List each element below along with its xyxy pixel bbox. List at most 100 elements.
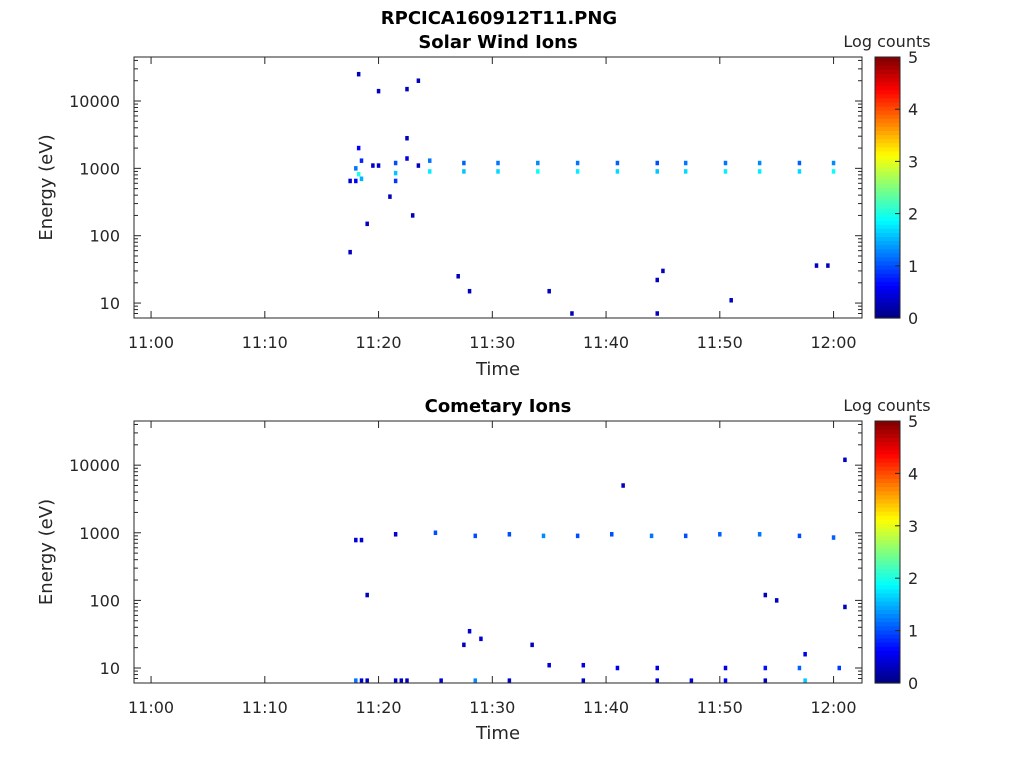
y-tick-label: 10 xyxy=(100,294,120,313)
data-cell xyxy=(541,533,546,539)
colorbar-segment xyxy=(875,613,900,619)
colorbar-frame xyxy=(874,420,901,684)
x-tick-label: 11:00 xyxy=(128,698,174,717)
y-tick-label: 100 xyxy=(89,591,120,610)
data-cell xyxy=(354,537,358,543)
colorbar-segment xyxy=(875,474,900,479)
data-cell xyxy=(393,178,398,184)
axes-frame xyxy=(133,420,863,684)
data-cell xyxy=(416,163,421,168)
colorbar-segment xyxy=(875,580,900,586)
data-cell xyxy=(359,537,364,543)
colorbar-segment xyxy=(875,187,900,193)
colorbar-segment xyxy=(875,175,900,180)
x-tick-label: 11:10 xyxy=(242,698,288,717)
data-cell xyxy=(359,158,364,163)
data-cell xyxy=(649,533,654,539)
colorbar-segment xyxy=(875,224,900,229)
data-cell xyxy=(757,532,762,537)
colorbar-segment xyxy=(875,203,900,209)
colorbar-segment xyxy=(875,429,900,434)
colorbar-segment xyxy=(875,61,900,66)
colorbar-segment xyxy=(875,260,900,266)
data-cell xyxy=(428,158,432,163)
x-tick-label: 11:40 xyxy=(583,333,629,352)
data-cell xyxy=(496,169,500,174)
colorbar-segment xyxy=(875,126,900,132)
colorbar-segment xyxy=(875,305,900,311)
colorbar-segment xyxy=(875,142,900,148)
data-cell xyxy=(763,592,768,598)
colorbar-segment xyxy=(875,93,900,99)
colorbar-segment xyxy=(875,437,900,443)
colorbar-segment xyxy=(875,650,900,655)
colorbar-segment xyxy=(875,457,900,463)
data-cell xyxy=(843,457,847,463)
colorbar-segment xyxy=(875,122,900,127)
colorbar-segment xyxy=(875,547,900,553)
colorbar-segment xyxy=(875,301,900,307)
y-axis-label: Energy (eV) xyxy=(36,134,57,240)
colorbar-segment xyxy=(875,498,900,504)
colorbar-segment xyxy=(875,421,900,426)
colorbar-segment xyxy=(875,146,900,152)
data-cell xyxy=(723,665,728,671)
data-cell xyxy=(689,678,694,683)
colorbar-segment xyxy=(875,605,900,610)
colorbar-segment xyxy=(875,232,900,238)
data-cell xyxy=(496,160,500,166)
data-cell xyxy=(439,678,443,683)
colorbar-segment xyxy=(875,195,900,201)
colorbar-segment xyxy=(875,273,900,278)
colorbar-segment xyxy=(875,77,900,83)
colorbar-segment xyxy=(875,134,900,140)
colorbar-segment xyxy=(875,502,900,508)
colorbar-segment xyxy=(875,244,900,250)
data-cell xyxy=(530,642,534,648)
data-cell xyxy=(356,71,361,77)
colorbar-tick-label: 4 xyxy=(908,100,918,119)
data-cell xyxy=(410,213,415,218)
colorbar-segment xyxy=(875,297,900,303)
data-cell xyxy=(348,178,352,184)
x-tick-label: 11:20 xyxy=(356,698,402,717)
colorbar-tick-label: 0 xyxy=(908,674,918,693)
x-tick-label: 11:00 xyxy=(128,333,174,352)
data-cell xyxy=(359,678,364,683)
data-cell xyxy=(354,178,358,184)
data-cell xyxy=(837,665,841,671)
colorbar-segment xyxy=(875,629,900,635)
colorbar-segment xyxy=(875,617,900,623)
colorbar-segment xyxy=(875,228,900,233)
colorbar-tick-label: 0 xyxy=(908,309,918,328)
colorbar-segment xyxy=(875,191,900,197)
x-tick-label: 11:30 xyxy=(469,698,515,717)
colorbar-segment xyxy=(875,609,900,614)
figure-title: RPCICA160912T11.PNG xyxy=(381,8,617,29)
data-cell xyxy=(729,298,733,303)
colorbar-segment xyxy=(875,105,900,111)
colorbar-tick-label: 2 xyxy=(908,569,918,588)
colorbar-segment xyxy=(875,642,900,647)
colorbar-segment xyxy=(875,560,900,565)
y-tick-label: 1000 xyxy=(79,524,120,543)
data-cell xyxy=(365,221,369,227)
data-cell xyxy=(547,662,551,668)
data-cell xyxy=(615,160,620,166)
colorbar-segment xyxy=(875,527,900,533)
data-cell xyxy=(376,88,381,94)
colorbar-segment xyxy=(875,154,900,160)
colorbar-segment xyxy=(875,523,900,529)
panel-title: Solar Wind Ions xyxy=(418,32,577,53)
data-cell xyxy=(831,169,836,174)
colorbar-segment xyxy=(875,163,900,168)
data-cell xyxy=(683,169,688,174)
data-cell xyxy=(797,533,802,539)
y-tick-label: 100 xyxy=(89,227,120,246)
data-cell xyxy=(399,678,404,683)
data-cell xyxy=(615,169,620,174)
colorbar-segment xyxy=(875,621,900,627)
colorbar-segment xyxy=(875,470,900,475)
data-cell xyxy=(356,145,361,151)
